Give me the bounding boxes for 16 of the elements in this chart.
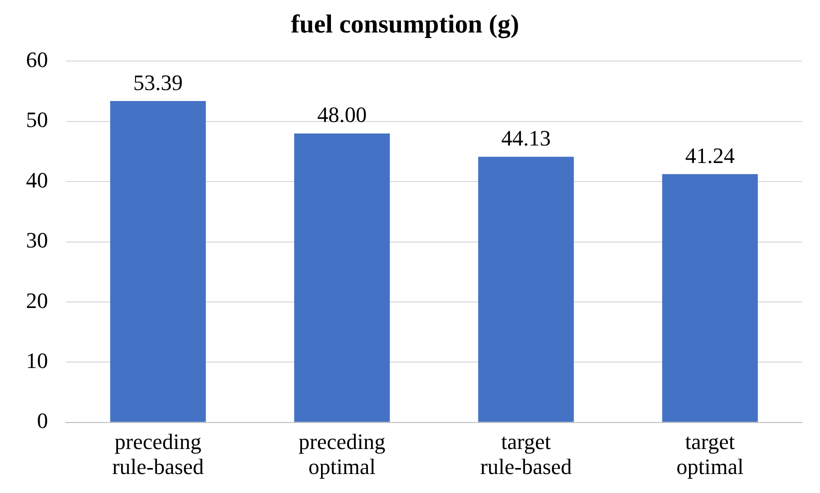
- chart-title: fuel consumption (g): [290, 9, 520, 38]
- x-tick-label: preceding rule-based: [112, 428, 204, 480]
- data-label: 44.13: [501, 126, 551, 151]
- y-tick-label: 40: [26, 167, 48, 192]
- y-tick-label: 30: [26, 228, 48, 253]
- y-tick-label: 20: [26, 288, 48, 313]
- data-label: 41.24: [685, 142, 735, 168]
- y-tick-label: 50: [26, 107, 48, 132]
- y-tick-label: 60: [26, 46, 48, 72]
- data-label: 53.39: [133, 70, 183, 95]
- x-tick-label: preceding optimal: [298, 428, 386, 480]
- x-tick-label: target rule-based: [480, 428, 572, 480]
- x-tick-label: target optimal: [676, 428, 744, 480]
- y-tick-label: 10: [26, 348, 48, 373]
- data-label: 48.00: [317, 102, 367, 128]
- y-tick-label: 0: [37, 408, 48, 434]
